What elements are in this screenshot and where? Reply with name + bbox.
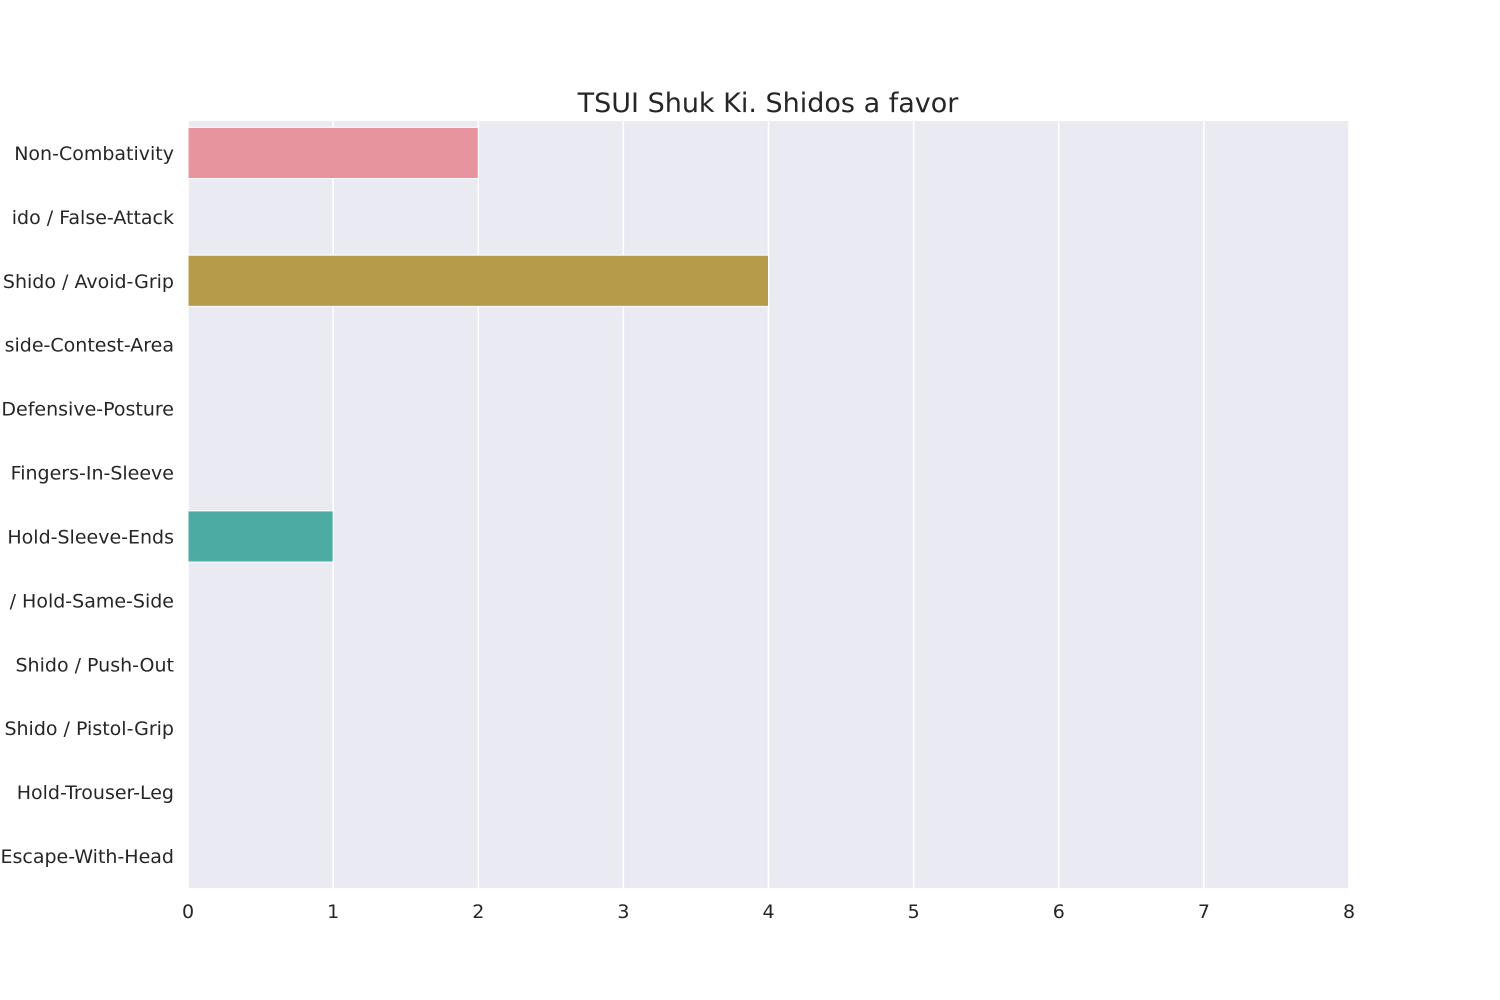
x-tick-label: 4 (762, 901, 774, 923)
x-tick-label: 8 (1343, 901, 1355, 923)
y-tick-label: Hold-Sleeve-Ends (7, 526, 174, 548)
x-tick-label: 2 (472, 901, 484, 923)
chart-title: TSUI Shuk Ki. Shidos a favor (577, 88, 960, 119)
x-tick-label: 0 (182, 901, 194, 923)
y-tick-label: Shido / Push-Out (16, 654, 175, 676)
x-tick-labels: 0 1 2 3 4 5 6 7 8 (182, 901, 1355, 923)
x-tick-label: 3 (617, 901, 629, 923)
x-tick-label: 5 (908, 901, 920, 923)
bar (187, 126, 479, 180)
y-tick-label: ido / False-Attack (12, 207, 174, 229)
y-tick-label: side-Contest-Area (5, 335, 174, 357)
bar (187, 510, 334, 563)
y-tick-label: Fingers-In-Sleeve (11, 463, 174, 485)
y-tick-labels: Non-Combativity ido / False-Attack Shido /… (0, 143, 174, 868)
bar (187, 254, 769, 307)
y-tick-label: Shido / Avoid-Grip (3, 271, 174, 293)
y-tick-label: Shido / Pistol-Grip (4, 718, 174, 740)
bars (187, 126, 769, 563)
y-tick-label: / Hold-Same-Side (10, 590, 174, 612)
y-tick-label: Non-Combativity (14, 143, 174, 165)
x-tick-label: 7 (1198, 901, 1210, 923)
gridlines (187, 121, 1350, 888)
y-tick-label: Defensive-Posture (1, 399, 174, 421)
x-tick-label: 1 (327, 901, 339, 923)
y-tick-label: Escape-With-Head (0, 846, 174, 868)
y-tick-label: Hold-Trouser-Leg (17, 782, 174, 804)
x-tick-label: 6 (1053, 901, 1065, 923)
